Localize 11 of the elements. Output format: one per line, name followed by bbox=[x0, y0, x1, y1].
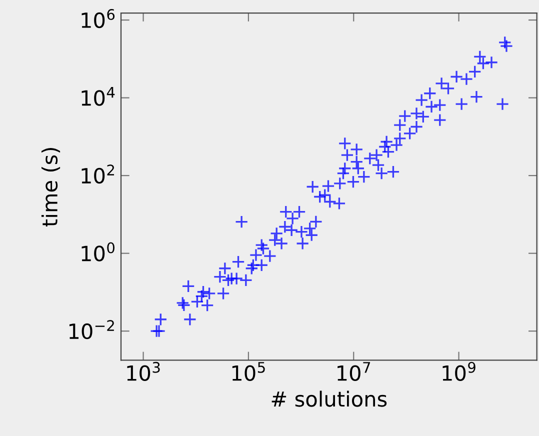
y-tick-label: 10$^{2}$ bbox=[82, 164, 114, 184]
y-tick-label: 10$^{−2}$ bbox=[69, 320, 114, 340]
x-tick-label: 10$^{3}$ bbox=[127, 362, 160, 381]
y-tick-label: 10$^{0}$ bbox=[82, 242, 114, 262]
x-tick-label: 10$^{7}$ bbox=[338, 362, 370, 381]
y-tick-label: 10$^{4}$ bbox=[82, 86, 115, 106]
x-axis-title: # solutions bbox=[272, 390, 387, 407]
y-axis-title: time (s) bbox=[41, 148, 60, 226]
y-tick-label: 10$^{6}$ bbox=[82, 8, 115, 28]
x-tick-label: 10$^{9}$ bbox=[442, 362, 476, 381]
x-tick-label: 10$^{5}$ bbox=[232, 362, 265, 381]
